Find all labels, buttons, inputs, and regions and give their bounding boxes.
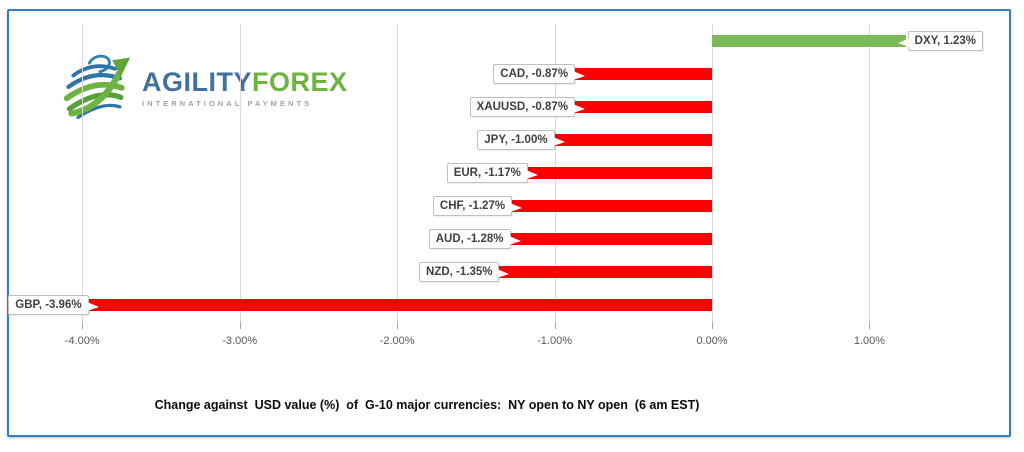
x-tick-label: -2.00% (379, 335, 415, 347)
bar-gbp (88, 299, 712, 312)
bar-cad (575, 67, 712, 80)
gridline (712, 24, 713, 322)
bar-label-text: XAUUSD, -0.87% (476, 100, 569, 113)
bar-dxy (712, 34, 906, 47)
bar-aud (510, 233, 712, 246)
x-axis-tickmark (82, 322, 84, 329)
chart-title: Change against USD value (%) of G-10 maj… (154, 398, 700, 412)
bar-label-text: CAD, -0.87% (500, 67, 569, 80)
bar-label-xauusd: XAUUSD, -0.87% (469, 96, 586, 117)
callout-pointer (508, 236, 521, 246)
globe-arrow-icon (63, 54, 131, 119)
gridline (397, 24, 399, 322)
x-tick-label: -1.00% (537, 335, 572, 347)
callout-pointer (897, 37, 910, 47)
logo-text: AGILITYFOREX INTERNATIONAL PAYMENTS (142, 69, 348, 109)
callout-pointer (573, 70, 586, 80)
x-axis-tickmark (712, 322, 713, 329)
callout-pointer (86, 302, 99, 312)
x-tick-label: -3.00% (222, 335, 258, 347)
bar-nzd (499, 266, 712, 279)
bar-label-text: CHF, -1.27% (439, 200, 506, 213)
bar-label-text: DXY, 1.23% (914, 34, 977, 47)
callout-pointer (497, 269, 510, 279)
bar-label-text: AUD, -1.28% (435, 233, 504, 246)
bar-label-text: JPY, -1.00% (484, 133, 548, 146)
callout-pointer (552, 136, 565, 146)
logo-wordmark: AGILITYFOREX (142, 69, 348, 96)
logo-brand-primary: AGILITY (142, 67, 252, 97)
bar-label-dxy: DXY, 1.23% (897, 30, 984, 51)
bar-label-jpy: JPY, -1.00% (477, 129, 565, 150)
bar-label-nzd: NZD, -1.35% (419, 262, 510, 283)
x-tick-label: 1.00% (853, 335, 886, 347)
bar-label-gbp: GBP, -3.96% (8, 295, 99, 316)
bar-eur (527, 167, 712, 179)
gridline (239, 24, 241, 322)
bar-jpy (554, 133, 712, 146)
gridline (869, 24, 871, 322)
logo-brand-secondary: FOREX (252, 67, 348, 97)
bar-label-chf: CHF, -1.27% (432, 196, 523, 217)
callout-pointer (525, 170, 538, 179)
x-tick-label: -4.00% (64, 335, 100, 347)
bar-label-text: EUR, -1.17% (453, 167, 521, 179)
x-axis-tickmark (554, 322, 556, 329)
gridline (82, 24, 84, 322)
plot-area: -4.00% -3.00% -2.00% -1.00% 0.00% 1.00% DXY, 1… (8, 24, 1008, 347)
bar-label-text: GBP, -3.96% (15, 299, 82, 312)
x-tick-label: 0.00% (696, 335, 728, 347)
callout-pointer (510, 203, 523, 213)
bar-chf (512, 200, 712, 213)
bar-label-text: NZD, -1.35% (426, 266, 493, 279)
bar-label-cad: CAD, -0.87% (493, 63, 586, 84)
agilityforex-logo: AGILITYFOREX INTERNATIONAL PAYMENTS (60, 47, 348, 123)
x-axis-tickmark (397, 322, 399, 329)
x-axis-tickmark (239, 322, 241, 329)
x-axis-tickmark (869, 322, 871, 329)
callout-pointer (573, 103, 586, 113)
bar-xauusd (575, 100, 712, 113)
bar-label-aud: AUD, -1.28% (428, 229, 521, 250)
logo-tagline: INTERNATIONAL PAYMENTS (142, 99, 313, 108)
chart-figure: AGILITYFOREX INTERNATIONAL PAYMENTS -4.0… (7, 9, 1011, 437)
bar-label-eur: EUR, -1.17% (446, 163, 538, 183)
